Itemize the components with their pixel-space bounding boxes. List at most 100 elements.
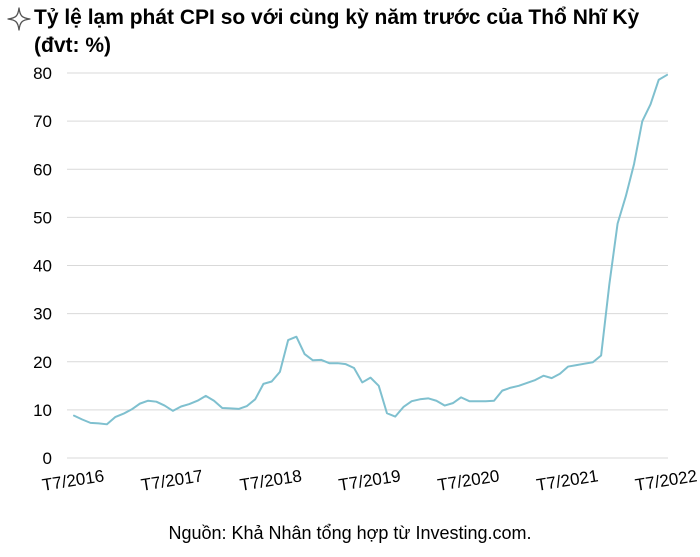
data-point: [344, 362, 348, 366]
data-point: [401, 405, 405, 409]
data-point: [599, 353, 603, 357]
data-point: [492, 399, 496, 403]
x-axis-tick-labels: T7/2016 T7/2017 T7/2018 T7/2019 T7/2020 T7/20…: [41, 466, 699, 495]
data-point: [443, 404, 447, 408]
data-point: [607, 282, 611, 286]
y-tick-label: 50: [33, 208, 52, 227]
data-point: [500, 389, 504, 393]
data-point: [237, 407, 241, 411]
data-point: [228, 406, 232, 410]
data-point: [261, 382, 265, 386]
data-point: [336, 361, 340, 365]
data-point: [566, 365, 570, 369]
data-point: [360, 380, 364, 384]
grid-lines: [67, 72, 668, 459]
data-point: [418, 397, 422, 401]
data-point: [426, 396, 430, 400]
data-point: [434, 399, 438, 403]
x-tick-label: T7/2019: [337, 466, 402, 495]
data-point: [72, 414, 76, 418]
data-point: [574, 363, 578, 367]
data-point: [113, 415, 117, 419]
data-point: [97, 421, 101, 425]
data-point: [541, 374, 545, 378]
x-tick-label: T7/2021: [535, 466, 600, 495]
data-point: [130, 407, 134, 411]
y-tick-label: 70: [33, 112, 52, 131]
y-tick-label: 10: [33, 401, 52, 420]
data-point: [352, 366, 356, 370]
data-point: [220, 406, 224, 410]
data-point: [204, 394, 208, 398]
data-point: [377, 384, 381, 388]
data-point: [517, 384, 521, 388]
data-point: [319, 358, 323, 362]
data-point: [121, 412, 125, 416]
title-line-2: (đvt: %): [34, 34, 111, 57]
data-point: [154, 400, 158, 404]
data-point: [105, 422, 109, 426]
y-tick-label: 80: [33, 64, 52, 83]
data-point: [410, 399, 414, 403]
data-point: [484, 399, 488, 403]
data-point: [393, 415, 397, 419]
data-point: [640, 119, 644, 123]
data-point: [212, 399, 216, 403]
data-point: [179, 405, 183, 409]
source-note: Nguồn: Khả Nhân tổng hợp từ Investing.co…: [168, 523, 532, 543]
data-point: [146, 399, 150, 403]
data-point: [459, 395, 463, 399]
data-point: [303, 352, 307, 356]
data-point: [533, 378, 537, 382]
data-point: [583, 362, 587, 366]
y-tick-label: 40: [33, 257, 52, 276]
data-point: [278, 370, 282, 374]
data-point: [616, 222, 620, 226]
chart-title: Tỷ lệ lạm phát CPI so với cùng kỳ năm tr…: [6, 4, 686, 60]
data-point: [245, 404, 249, 408]
data-point: [632, 162, 636, 166]
data-point: [270, 379, 274, 383]
data-point: [657, 78, 661, 82]
series-layer: [72, 73, 669, 426]
title-line-1: Tỷ lệ lạm phát CPI so với cùng kỳ năm tr…: [34, 6, 640, 29]
data-point: [525, 381, 529, 385]
data-point: [665, 73, 669, 77]
data-point: [558, 372, 562, 376]
sparkle-star-icon: [7, 7, 31, 31]
y-tick-label: 20: [33, 353, 52, 372]
data-point: [171, 409, 175, 413]
data-point: [550, 376, 554, 380]
x-tick-label: T7/2018: [239, 466, 304, 495]
y-tick-label: 0: [43, 449, 52, 468]
data-point: [451, 401, 455, 405]
y-axis-tick-labels: 0 10 20 30 40 50 60 70 80: [33, 64, 52, 468]
data-point: [138, 402, 142, 406]
data-point: [476, 399, 480, 403]
data-point: [467, 399, 471, 403]
data-point: [286, 338, 290, 342]
data-point: [509, 386, 513, 390]
y-tick-label: 60: [33, 160, 52, 179]
series-line-0: [73, 73, 668, 426]
data-point: [187, 402, 191, 406]
data-point: [591, 360, 595, 364]
data-point: [163, 404, 167, 408]
data-point: [624, 194, 628, 198]
x-tick-label: T7/2016: [41, 466, 106, 495]
data-point: [80, 418, 84, 422]
data-point: [294, 335, 298, 339]
data-point: [253, 397, 257, 401]
data-point: [649, 102, 653, 106]
data-point: [311, 358, 315, 362]
data-point: [88, 421, 92, 425]
y-tick-label: 30: [33, 305, 52, 324]
x-tick-label: T7/2022: [634, 466, 699, 495]
x-tick-label: T7/2020: [436, 466, 501, 495]
data-point: [369, 376, 373, 380]
data-point: [196, 399, 200, 403]
x-tick-label: T7/2017: [140, 466, 205, 495]
data-point: [385, 411, 389, 415]
data-point: [327, 361, 331, 365]
